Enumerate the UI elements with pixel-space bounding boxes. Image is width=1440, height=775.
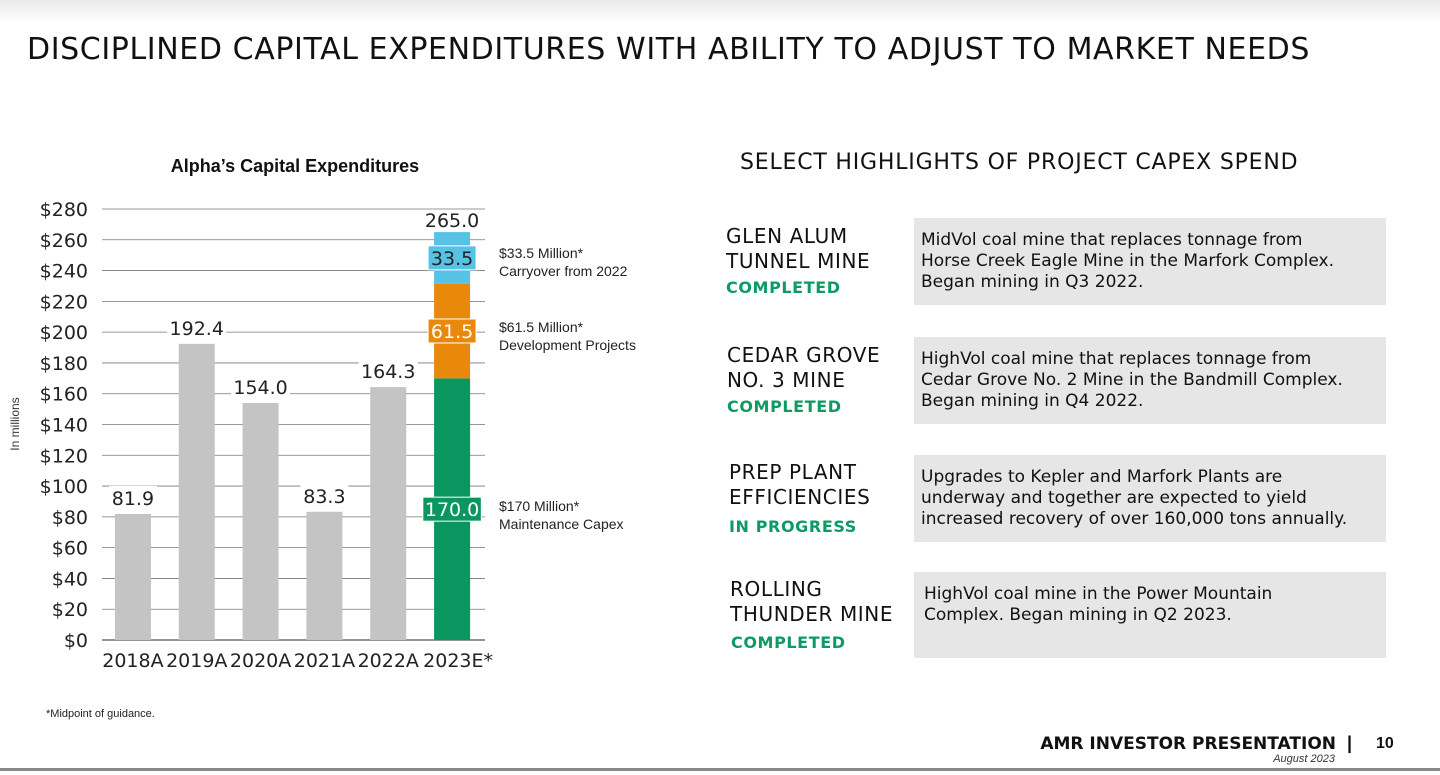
bar-value-label-bg (231, 374, 291, 399)
segment-label-box (427, 245, 477, 271)
annotation-development-line1: $61.5 Million* (499, 319, 584, 335)
bar (242, 402, 279, 640)
project-name-line: ROLLING (730, 577, 823, 601)
segment-value-label: 170.0 (425, 499, 479, 521)
x-tick-label: 2022A (358, 650, 419, 672)
slide-title: DISCIPLINED CAPITAL EXPENDITURES WITH AB… (27, 32, 1310, 67)
project-name-line: NO. 3 MINE (727, 368, 846, 392)
segment-value-label: 61.5 (431, 321, 473, 343)
y-tick-label: $240 (40, 261, 88, 283)
bar (306, 511, 343, 640)
bar-value-label: 83.3 (303, 486, 345, 508)
project-name-line: GLEN ALUM (726, 224, 848, 248)
project-status-rolling-thunder: COMPLETED (731, 633, 846, 652)
y-tick-label: $280 (40, 199, 88, 221)
segment-label-box (427, 318, 477, 344)
project-name-rolling-thunder: ROLLING THUNDER MINE (730, 577, 893, 627)
project-name-cedar-grove: CEDAR GROVE NO. 3 MINE (727, 343, 880, 393)
description-line: HighVol coal mine in the Power Mountain (924, 584, 1273, 604)
description-line: Complex. Began mining in Q2 2023. (924, 605, 1232, 625)
description-line: MidVol coal mine that replaces tonnage f… (921, 230, 1303, 250)
top-shade (0, 0, 1440, 22)
bar-value-label: 81.9 (112, 488, 154, 510)
y-tick-label: $120 (40, 445, 88, 467)
project-name-line: CEDAR GROVE (727, 343, 881, 367)
segment-value-label: 33.5 (431, 248, 473, 270)
y-tick-label: $260 (40, 230, 88, 252)
footnote: *Midpoint of guidance. (46, 708, 155, 720)
y-tick-label: $20 (52, 599, 88, 621)
project-status-cedar-grove: COMPLETED (727, 397, 842, 416)
project-status-prep-plant: IN PROGRESS (729, 517, 857, 536)
description-line: Cedar Grove No. 2 Mine in the Bandmill C… (921, 370, 1343, 390)
project-description-glen-alum: MidVol coal mine that replaces tonnage f… (914, 218, 1386, 305)
project-description-prep-plant: Upgrades to Kepler and Marfork Plants ar… (914, 455, 1386, 542)
description-line: Began mining in Q4 2022. (921, 391, 1144, 411)
highlights-title: SELECT HIGHLIGHTS OF PROJECT CAPEX SPEND (740, 150, 1299, 175)
y-tick-label: $60 (52, 538, 88, 560)
project-name-line: PREP PLANT (729, 460, 857, 484)
bar-value-label-bg (108, 485, 157, 510)
footer-brand: AMR INVESTOR PRESENTATION (1040, 734, 1336, 754)
project-name-line: THUNDER MINE (730, 602, 894, 626)
y-tick-label: $200 (40, 322, 88, 344)
project-description-cedar-grove: HighVol coal mine that replaces tonnage … (914, 337, 1386, 424)
x-tick-label: 2020A (230, 650, 291, 672)
description-line: Upgrades to Kepler and Marfork Plants ar… (921, 467, 1283, 487)
y-tick-label: $180 (40, 353, 88, 375)
capex-bar-chart: $0 $20 $40 $60 $80 $100 $120 $140 $160 $180 $200 $2… (40, 199, 493, 672)
x-tick-label: 2023E* (423, 650, 493, 672)
description-line: Horse Creek Eagle Mine in the Marfork Co… (921, 251, 1334, 271)
y-tick-label: $160 (40, 384, 88, 406)
project-description-rolling-thunder: HighVol coal mine in the Power Mountain … (914, 572, 1386, 658)
x-tick-label: 2021A (294, 650, 355, 672)
bar (114, 513, 151, 640)
page-number: 10 (1376, 735, 1394, 752)
bottom-divider (0, 768, 1440, 771)
annotation-development-line2: Development Projects (499, 337, 636, 353)
annotation-carryover-line2: Carryover from 2022 (499, 263, 628, 279)
bar (370, 387, 407, 640)
bar-value-label: 154.0 (233, 377, 287, 399)
bar (178, 343, 215, 640)
segment-label-box (422, 496, 482, 522)
chart-title: Alpha’s Capital Expenditures (170, 156, 420, 176)
annotation-maintenance: $170 Million* Maintenance Capex (499, 497, 624, 533)
description-line: underway and together are expected to yi… (921, 488, 1307, 508)
project-name-line: EFFICIENCIES (729, 485, 871, 509)
project-name-glen-alum: GLEN ALUM TUNNEL MINE (726, 224, 870, 274)
y-tick-label: $220 (40, 291, 88, 313)
description-line: increased recovery of over 160,000 tons … (921, 509, 1348, 529)
annotation-carryover: $33.5 Million* Carryover from 2022 (499, 244, 627, 280)
y-tick-label: $100 (40, 476, 88, 498)
x-tick-label: 2019A (166, 650, 227, 672)
footer-separator: | (1347, 733, 1353, 753)
annotation-carryover-line1: $33.5 Million* (499, 245, 584, 261)
project-status-glen-alum: COMPLETED (726, 278, 841, 297)
y-tick-label: $140 (40, 415, 88, 437)
y-tick-label: $80 (52, 507, 88, 529)
bar-value-label-bg (358, 359, 418, 384)
bar-value-label: 164.3 (361, 361, 415, 383)
y-tick-label: $0 (64, 630, 88, 652)
bar-value-label: 265.0 (425, 210, 479, 232)
project-name-line: TUNNEL MINE (726, 249, 871, 273)
bar-value-label-bg (300, 483, 349, 508)
project-name-prep-plant: PREP PLANT EFFICIENCIES (729, 460, 870, 510)
footer-date: August 2023 (1273, 753, 1335, 765)
annotation-development: $61.5 Million* Development Projects (499, 318, 636, 354)
bar-value-label-bg (167, 315, 227, 340)
bar-value-label: 192.4 (170, 318, 224, 340)
annotation-maintenance-line1: $170 Million* (499, 498, 580, 514)
description-line: HighVol coal mine that replaces tonnage … (921, 349, 1312, 369)
description-line: Began mining in Q3 2022. (921, 272, 1144, 292)
x-tick-label: 2018A (102, 650, 163, 672)
annotation-maintenance-line2: Maintenance Capex (499, 516, 624, 532)
y-tick-label: $40 (52, 568, 88, 590)
